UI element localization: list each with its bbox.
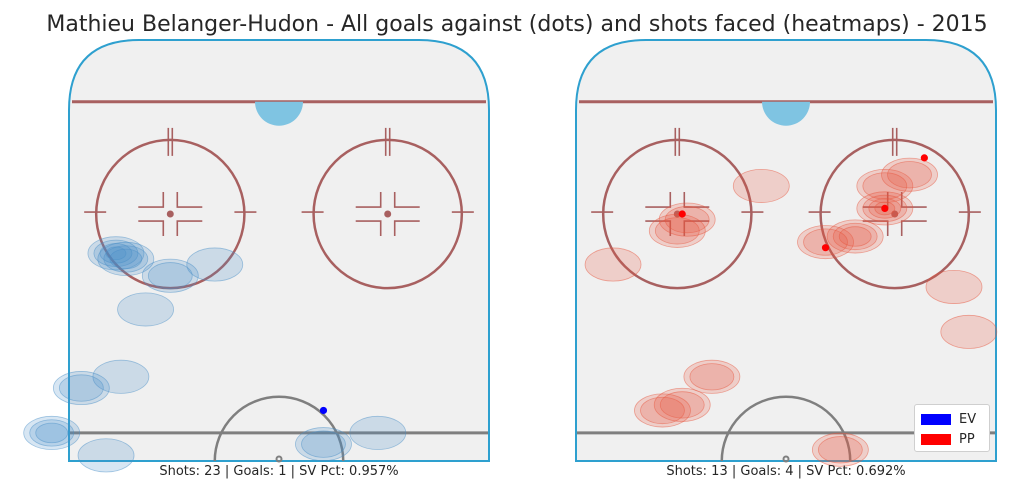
shot-density-contour — [35, 422, 69, 444]
shot-density-contour — [797, 225, 854, 260]
goal-crease — [762, 101, 810, 126]
shot-density-contour — [940, 314, 998, 349]
centre-circle — [213, 395, 345, 462]
shot-density-contour — [58, 374, 104, 402]
shot-density-contour — [640, 396, 685, 425]
faceoff-hash — [138, 192, 165, 208]
shot-density-contour — [683, 359, 741, 394]
shot-density-contour — [87, 236, 145, 271]
shot-density-contour — [925, 269, 983, 304]
shot-density-contour — [295, 427, 352, 462]
shot-density-contour — [817, 436, 863, 464]
shot-density-contour — [654, 217, 700, 245]
faceoff-ring — [312, 138, 464, 290]
faceoff-dot — [166, 210, 174, 218]
shot-density-contour — [811, 432, 869, 467]
faceoff-hash — [176, 220, 203, 237]
faceoff-circle-left — [84, 127, 257, 290]
shot-density-contour — [186, 247, 244, 282]
goal-against-dot — [678, 210, 686, 218]
shot-density-contour — [23, 415, 81, 450]
shot-density-contour — [52, 371, 110, 406]
legend-swatch-pp — [921, 433, 951, 445]
ev-summary-caption: Shots: 23 | Goals: 1 | SV Pct: 0.957% — [159, 464, 399, 479]
shot-density-contour — [634, 393, 691, 428]
goal-crease — [255, 101, 303, 126]
goal-against-dot — [920, 154, 928, 162]
shot-density-contour — [97, 241, 155, 276]
shot-density-contour — [29, 419, 75, 447]
shot-density-contour — [99, 243, 133, 264]
legend-item-ev: EV — [921, 409, 983, 429]
rink-surface — [68, 39, 490, 462]
centre-dot — [782, 455, 790, 463]
faceoff-hash — [138, 220, 165, 237]
centre-dot — [275, 455, 283, 463]
shot-density-contour — [141, 258, 199, 293]
faceoff-hash — [393, 220, 420, 237]
rink-surface — [575, 39, 997, 462]
shot-density-contour — [689, 363, 735, 391]
shot-density-contour — [732, 168, 790, 203]
shot-density-contour — [862, 172, 908, 200]
legend-swatch-ev — [921, 413, 951, 425]
rink-pp — [575, 39, 998, 467]
goal-against-dot — [821, 244, 830, 252]
faceoff-hash — [900, 220, 927, 237]
shot-density-contour — [349, 415, 407, 450]
shot-density-contour — [584, 247, 642, 282]
faceoff-circle-right — [301, 127, 474, 290]
goal-against-dot — [319, 406, 328, 415]
faceoff-circle-right — [808, 127, 981, 290]
legend-item-pp: PP — [921, 429, 983, 449]
shot-density-contour — [648, 213, 706, 248]
faceoff-hash — [393, 192, 420, 208]
shot-density-contour — [105, 246, 127, 261]
faceoff-hash — [862, 220, 889, 237]
goal-against-dot — [881, 204, 889, 212]
faceoff-dot — [384, 210, 392, 218]
shot-density-contour — [93, 239, 139, 267]
rink-ev — [23, 39, 490, 473]
faceoff-hash — [683, 192, 710, 208]
faceoff-hash — [645, 220, 672, 237]
faceoff-hash — [355, 220, 382, 237]
faceoff-ring — [94, 138, 246, 290]
faceoff-hash — [645, 192, 672, 208]
faceoff-ring — [601, 138, 753, 290]
faceoff-hash — [683, 220, 710, 237]
shot-density-contour — [887, 161, 932, 189]
legend: EV PP — [914, 404, 990, 452]
pp-summary-caption: Shots: 13 | Goals: 4 | SV Pct: 0.692% — [666, 464, 906, 479]
faceoff-hash — [176, 192, 203, 208]
shot-density-contour — [658, 202, 716, 237]
shot-density-contour — [117, 292, 174, 327]
chart-title: Mathieu Belanger-Hudon - All goals again… — [46, 12, 988, 37]
faceoff-ring — [819, 138, 971, 290]
centre-circle — [720, 395, 852, 462]
shot-density-contour — [803, 228, 848, 256]
shot-density-contour — [301, 430, 346, 458]
legend-label-pp: PP — [959, 431, 975, 447]
shot-density-contour — [881, 157, 938, 192]
shot-heatmap — [584, 157, 998, 467]
shot-heatmap — [23, 236, 407, 473]
shot-density-contour — [147, 262, 193, 290]
faceoff-circle-left — [591, 127, 764, 290]
faceoff-hash — [900, 192, 927, 208]
faceoff-hash — [355, 192, 382, 208]
legend-label-ev: EV — [959, 411, 977, 427]
shot-density-contour — [77, 438, 135, 473]
